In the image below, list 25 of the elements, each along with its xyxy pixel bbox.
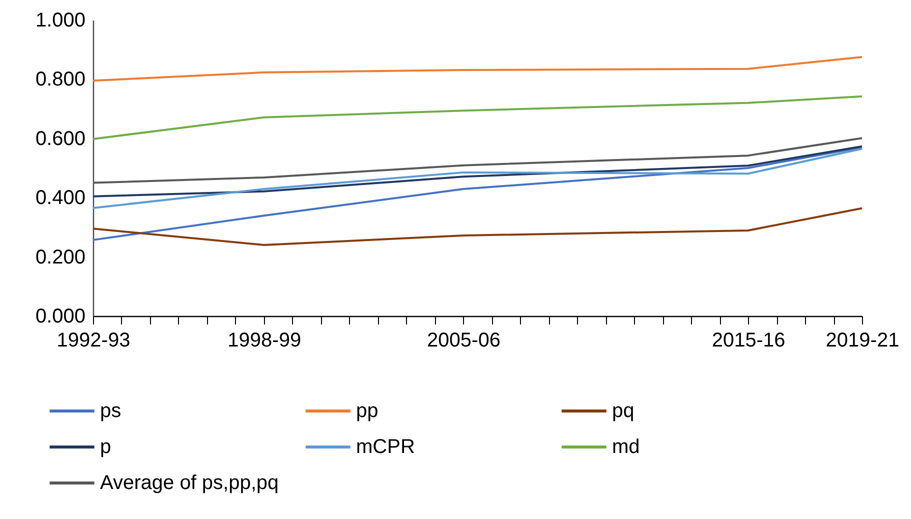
y-tick-label: 0.200 — [35, 246, 86, 268]
x-tick-label: 2005-06 — [427, 330, 500, 352]
x-tick-label: 2015-16 — [712, 330, 786, 352]
line-series — [92, 56, 863, 82]
y-tick-label: 0.800 — [35, 68, 86, 91]
legend-label: pq — [612, 400, 634, 422]
y-tick-label: 1.000 — [35, 10, 86, 32]
y-tick-label: 0.400 — [35, 187, 86, 210]
x-tick-label: 2019-21 — [826, 330, 900, 352]
line-series — [92, 207, 863, 246]
line-series — [92, 137, 863, 184]
legend-label: Average of ps,pp,pq — [100, 472, 279, 494]
line-series — [92, 95, 863, 140]
legend-label: mCPR — [356, 436, 415, 458]
legend-label: ps — [100, 400, 122, 422]
x-tick-label: 1992-93 — [56, 330, 130, 352]
line-series — [92, 148, 863, 209]
y-tick-label: 0.600 — [35, 128, 86, 150]
line-series — [92, 145, 863, 198]
legend-label: p — [100, 436, 112, 458]
x-tick-label: 1998-99 — [228, 330, 302, 352]
line-series — [92, 146, 863, 241]
legend-label: pp — [356, 400, 378, 422]
legend-label: md — [612, 436, 640, 458]
y-tick-label: 0.000 — [35, 306, 86, 328]
